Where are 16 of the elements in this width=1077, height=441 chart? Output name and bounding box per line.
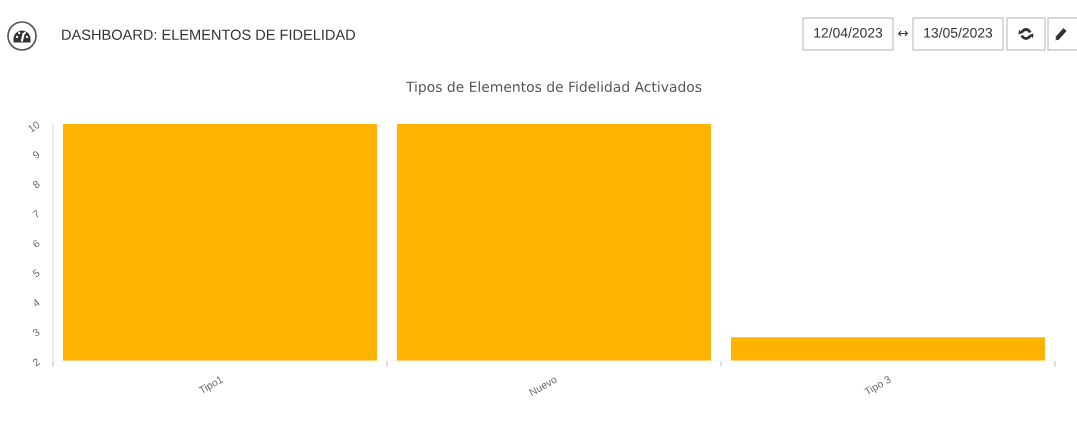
y-tick-label: 3: [32, 328, 41, 337]
x-tick-label: Tipo1: [197, 375, 225, 397]
y-tick-label: 5: [32, 268, 41, 278]
text: 12/04/2023: [814, 27, 883, 38]
text: ↔: [898, 30, 908, 37]
chart-title: Tipos de Elementos de Fidelidad Activados: [405, 81, 702, 95]
x-tick-label: Tipo 3: [863, 375, 893, 398]
y-tick-label: 8: [32, 179, 41, 189]
y-tick-label: 9: [32, 150, 41, 160]
y-tick-label: 2: [32, 357, 41, 367]
y-tick-label: 4: [31, 298, 41, 308]
text: DASHBOARD: ELEMENTOS DE FIDELIDAD: [62, 29, 356, 40]
y-tick-label: 6: [32, 239, 41, 249]
text: 13/05/2023: [924, 27, 993, 38]
y-tick-label: 7: [32, 209, 41, 219]
y-tick-label: 10: [27, 120, 41, 133]
